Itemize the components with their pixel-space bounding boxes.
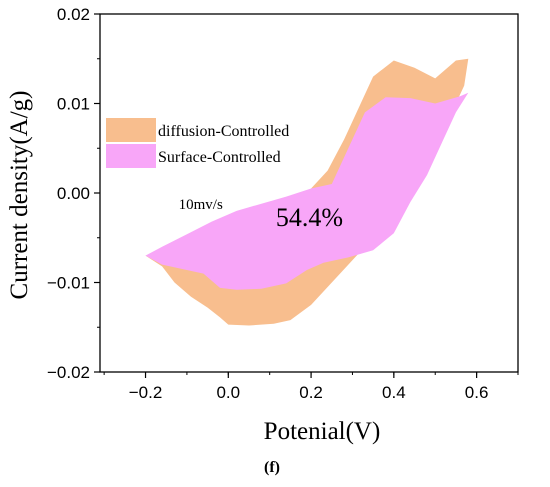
annotation-percentage: 54.4% <box>276 203 343 232</box>
legend-swatch-surface <box>106 144 156 168</box>
x-tick-label: 0.4 <box>382 383 406 402</box>
x-tick-label: −0.2 <box>129 383 163 402</box>
y-tick-label: 0.00 <box>57 184 90 203</box>
y-tick-label: −0.01 <box>47 274 90 293</box>
x-tick-label: 0.0 <box>216 383 240 402</box>
legend-label-diffusion: diffusion-Controlled <box>158 123 289 140</box>
legend-label-surface: Surface-Controlled <box>158 149 281 166</box>
series-area-1 <box>145 92 469 290</box>
y-axis-title: Current density(A/g) <box>6 91 33 300</box>
x-axis-title: Potenial(V) <box>264 418 381 445</box>
y-tick-label: 0.01 <box>57 95 90 114</box>
axes: −0.2 0.0 0.2 0.4 0.6 0.02 0.01 0.00 −0.01 −0.02 <box>47 5 519 402</box>
x-tick-label: 0.6 <box>465 383 489 402</box>
y-tick-label: 0.02 <box>57 5 90 24</box>
y-tick-label: −0.02 <box>47 363 90 382</box>
annotation-scan-rate: 10mv/s <box>179 197 223 213</box>
x-tick-label: 0.2 <box>299 383 323 402</box>
legend: diffusion-Controlled Surface-Controlled <box>106 118 289 168</box>
legend-swatch-diffusion <box>106 118 156 142</box>
series-areas <box>145 58 469 326</box>
figure-caption: (f) <box>264 459 280 476</box>
